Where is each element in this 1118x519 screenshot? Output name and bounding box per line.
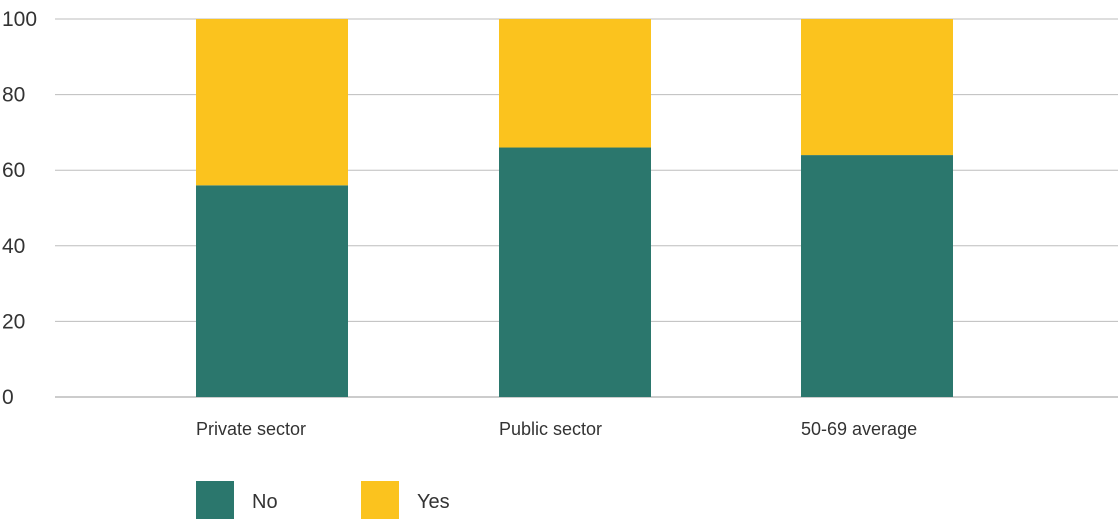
x-category-label: Private sector — [196, 419, 306, 439]
bar-yes-0 — [196, 19, 348, 186]
y-tick-label: 60 — [2, 159, 25, 182]
y-tick-label: 100 — [2, 8, 37, 31]
legend-swatch-no — [196, 481, 234, 519]
y-tick-label: 0 — [2, 386, 14, 409]
x-category-label: 50-69 average — [801, 419, 917, 439]
legend-swatch-yes — [361, 481, 399, 519]
bars — [196, 19, 953, 397]
y-axis-ticks: 0 20 40 60 80 100 — [2, 8, 37, 409]
bar-yes-2 — [801, 19, 953, 156]
legend: No Yes — [196, 481, 450, 519]
bar-yes-1 — [499, 19, 651, 148]
x-category-label: Public sector — [499, 419, 602, 439]
y-tick-label: 20 — [2, 310, 25, 333]
y-tick-label: 40 — [2, 235, 25, 258]
bar-no-2 — [801, 155, 953, 397]
legend-label-no: No — [252, 491, 278, 513]
bar-no-0 — [196, 185, 348, 397]
x-axis-labels: Private sector Public sector 50-69 average — [196, 419, 917, 439]
legend-label-yes: Yes — [417, 491, 450, 513]
bar-no-1 — [499, 147, 651, 397]
y-tick-label: 80 — [2, 84, 25, 107]
